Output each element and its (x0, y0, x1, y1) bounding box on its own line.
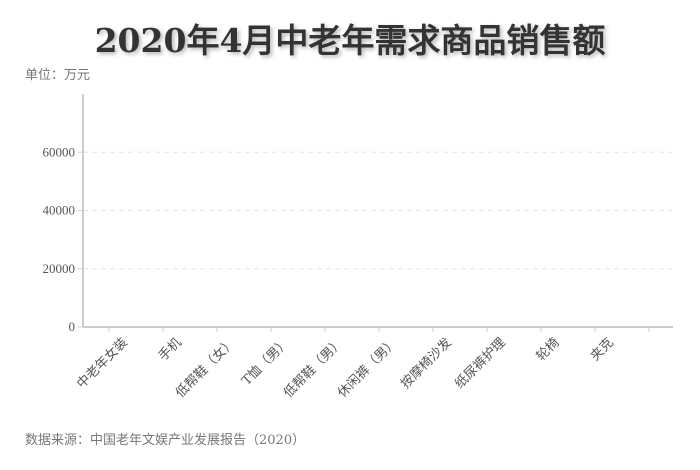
y-tick-label: 20000 (43, 261, 76, 276)
x-category-label: 中老年女装 (74, 335, 131, 392)
x-category-label: T恤（男） (239, 335, 293, 389)
y-tick-label: 60000 (43, 144, 76, 159)
x-category-label: 手机 (156, 335, 185, 364)
x-category-label: 夹克 (588, 335, 617, 364)
y-tick-label: 0 (69, 319, 76, 334)
y-tick-label: 40000 (43, 203, 76, 218)
x-category-label: 按摩椅沙发 (398, 335, 455, 392)
unit-label: 单位：万元 (25, 68, 91, 83)
source-note: 数据来源：中国老年文娱产业发展报告（2020） (25, 433, 306, 448)
x-category-label: 轮椅 (534, 335, 563, 364)
chart-title: 2020年4月中老年需求商品销售额 (94, 21, 606, 60)
x-category-label: 纸尿裤护理 (452, 335, 509, 392)
